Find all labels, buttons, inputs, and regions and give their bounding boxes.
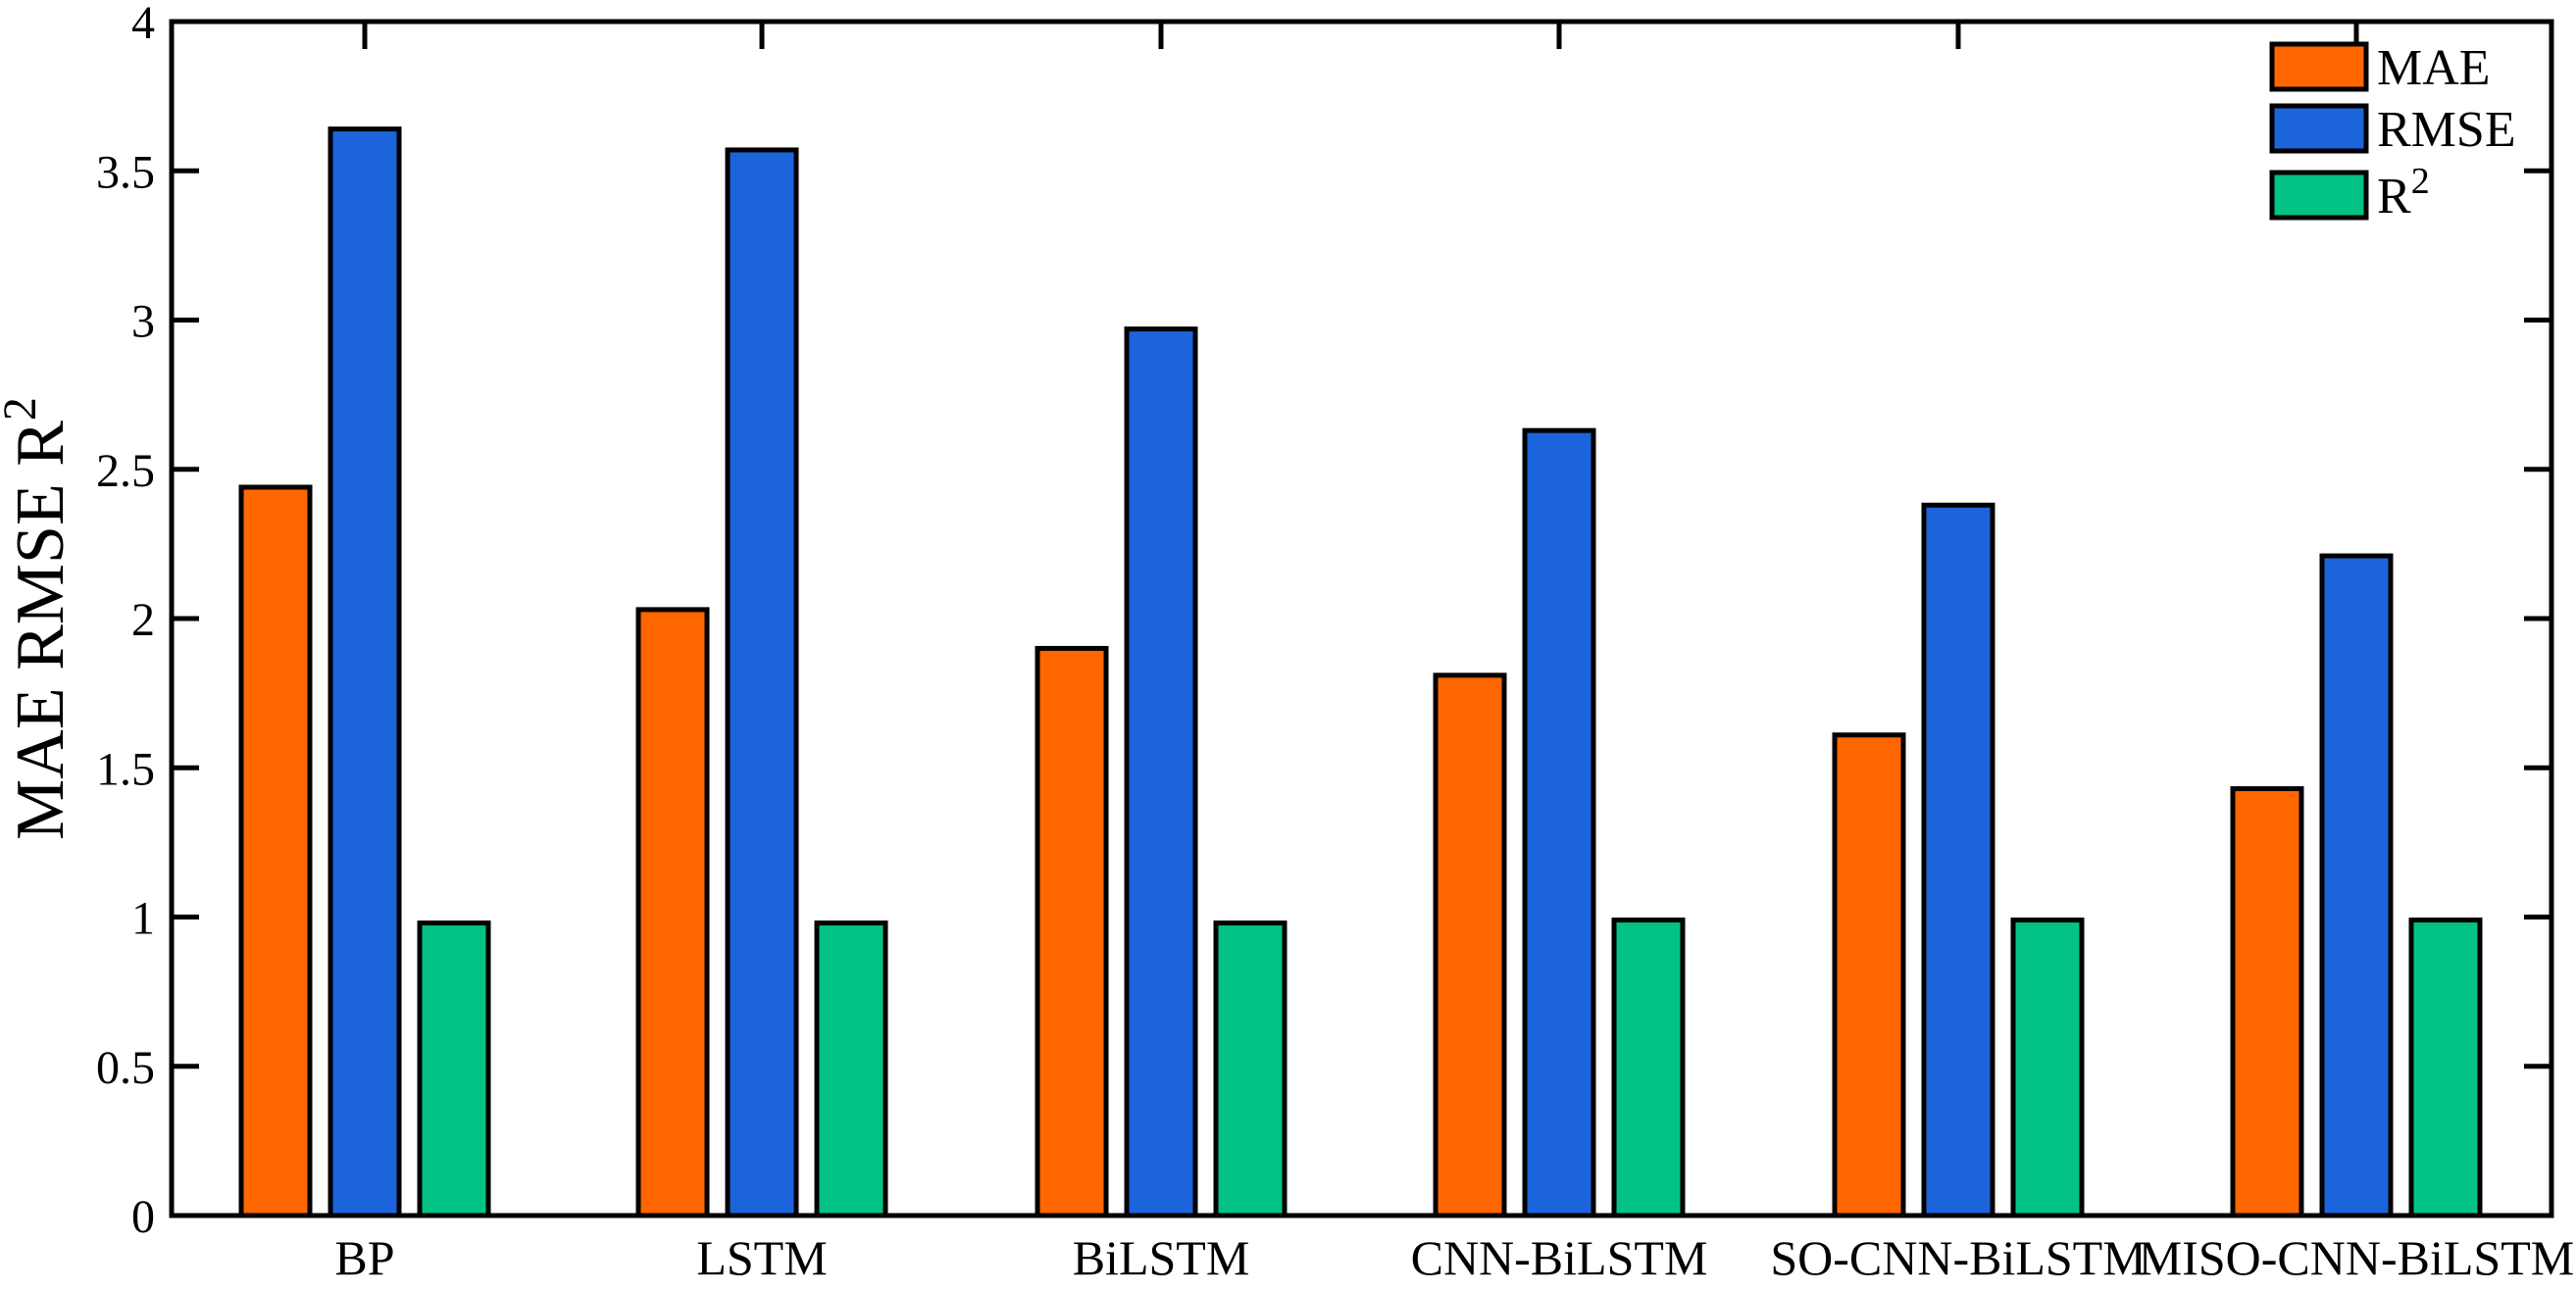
bar-R²-SO-CNN-BiLSTM — [2010, 918, 2085, 1218]
legend-label-RMSE: RMSE — [2377, 102, 2516, 158]
bar-RMSE-BP — [328, 126, 402, 1218]
bar-RMSE-LSTM — [725, 147, 799, 1218]
legend-swatch-MAE — [2269, 41, 2369, 92]
plot-frame — [169, 19, 2554, 1218]
bar-R²-BP — [417, 920, 491, 1218]
bar-RMSE-MISO-CNN-BiLSTM — [2319, 553, 2394, 1218]
legend-label-R²: R2 — [2377, 161, 2430, 224]
bar-RMSE-SO-CNN-BiLSTM — [1921, 502, 1995, 1218]
y-tick-label-1.5: 1.5 — [96, 743, 155, 795]
x-tick-label-LSTM: LSTM — [696, 1230, 827, 1285]
bar-R²-CNN-BiLSTM — [1611, 918, 1686, 1218]
bar-MAE-BiLSTM — [1035, 645, 1109, 1218]
x-tick-label-SO-CNN-BiLSTM: SO-CNN-BiLSTM — [1770, 1230, 2146, 1285]
bar-R²-LSTM — [814, 920, 888, 1218]
legend-label-MAE: MAE — [2377, 40, 2491, 96]
x-tick-label-MISO-CNN-BiLSTM: MISO-CNN-BiLSTM — [2139, 1230, 2574, 1285]
legend-swatch-RMSE — [2269, 103, 2369, 154]
x-tick-label-BP: BP — [334, 1230, 394, 1285]
bar-RMSE-CNN-BiLSTM — [1522, 427, 1596, 1218]
bar-MAE-MISO-CNN-BiLSTM — [2230, 786, 2304, 1218]
legend-label-text-R²: R — [2377, 169, 2411, 224]
y-tick-label-0: 0 — [131, 1191, 155, 1243]
bar-R²-BiLSTM — [1213, 920, 1288, 1218]
bar-MAE-SO-CNN-BiLSTM — [1832, 732, 1906, 1218]
bar-RMSE-BiLSTM — [1124, 326, 1198, 1218]
y-axis-label-superscript: 2 — [0, 397, 46, 421]
y-tick-label-1: 1 — [131, 893, 155, 945]
x-tick-label-CNN-BiLSTM: CNN-BiLSTM — [1411, 1230, 1708, 1285]
y-tick-label-2: 2 — [131, 594, 155, 646]
y-axis-label: MAE RMSE R2 — [0, 397, 78, 840]
legend-label-text-MAE: MAE — [2377, 40, 2491, 96]
legend-label-superscript-R²: 2 — [2411, 161, 2430, 202]
bar-MAE-CNN-BiLSTM — [1433, 672, 1507, 1218]
y-tick-label-3.5: 3.5 — [96, 146, 155, 198]
bar-MAE-LSTM — [635, 607, 710, 1218]
y-tick-label-3: 3 — [131, 296, 155, 348]
x-tick-label-BiLSTM: BiLSTM — [1073, 1230, 1250, 1285]
y-tick-label-0.5: 0.5 — [96, 1042, 155, 1094]
y-tick-label-4: 4 — [131, 0, 155, 49]
bar-R²-MISO-CNN-BiLSTM — [2408, 918, 2483, 1218]
legend-label-text-RMSE: RMSE — [2377, 102, 2516, 158]
bar-MAE-BP — [238, 484, 313, 1218]
y-tick-label-2.5: 2.5 — [96, 445, 155, 497]
y-axis-label-text: MAE RMSE R — [3, 421, 78, 840]
legend-swatch-R² — [2269, 170, 2369, 221]
